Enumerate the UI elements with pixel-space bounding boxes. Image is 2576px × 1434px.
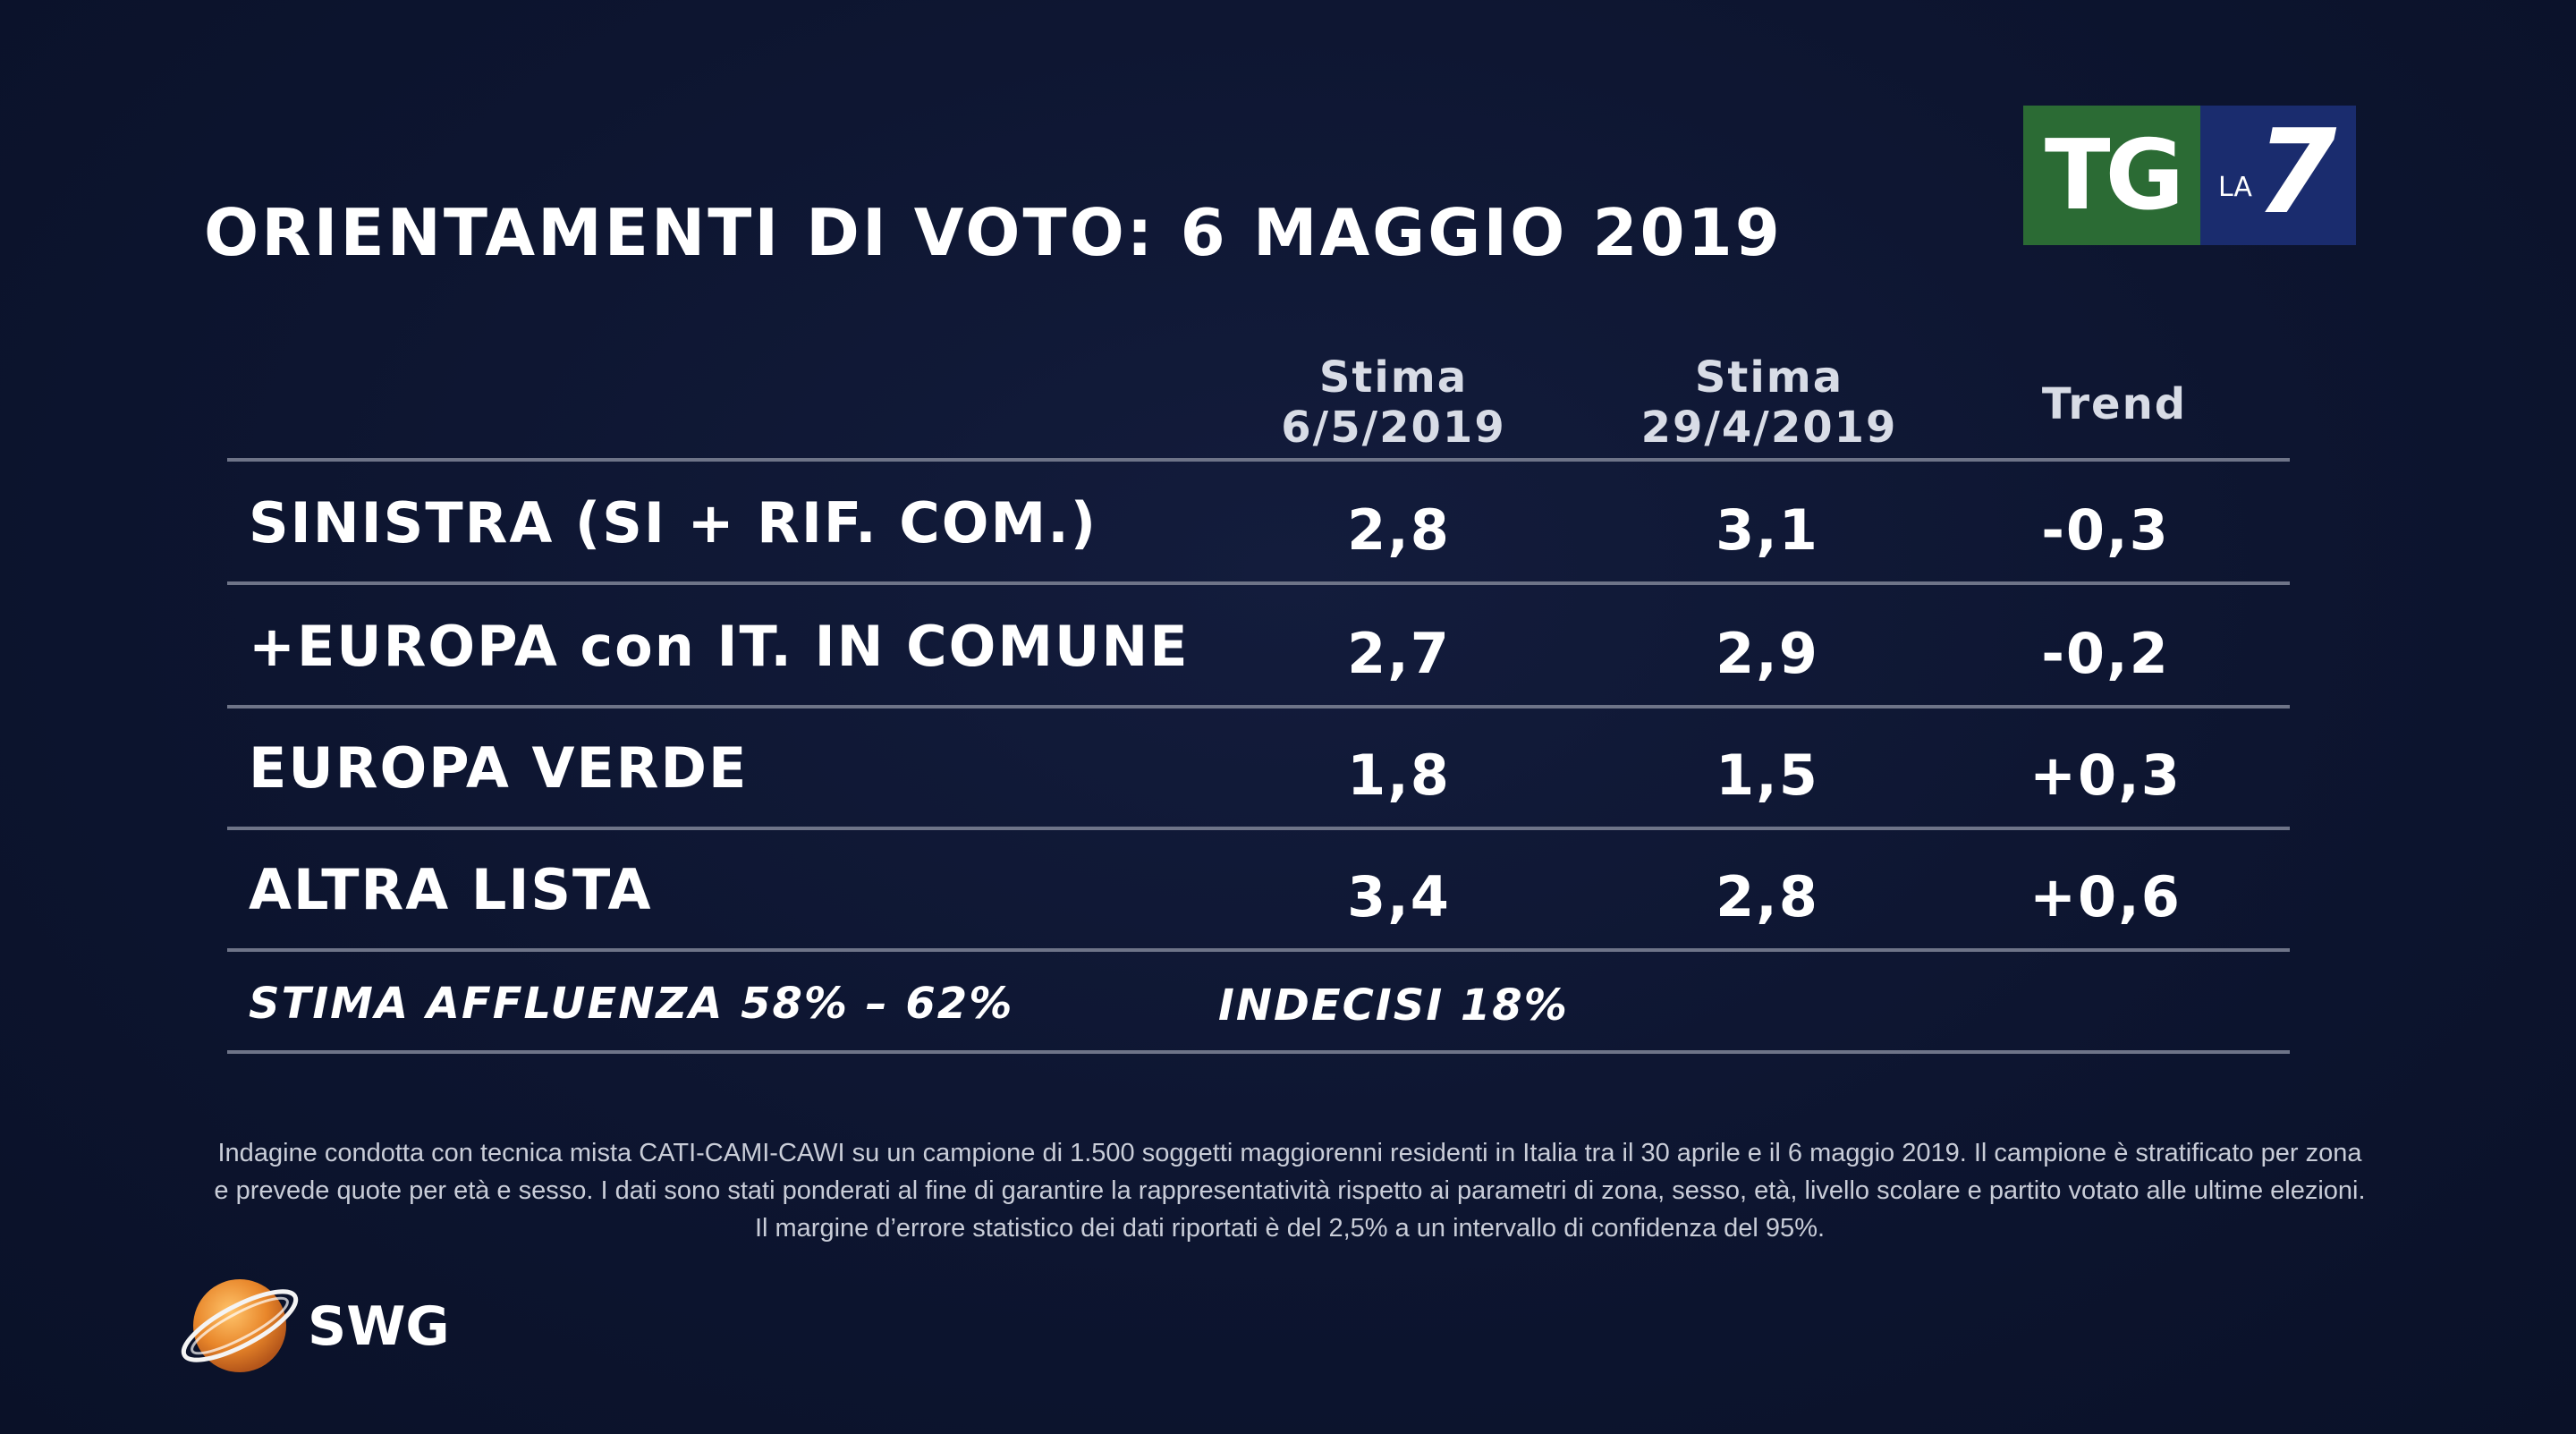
cell-trend: +0,6 bbox=[2029, 864, 2182, 929]
row-label-europa-it-comune: +EUROPA con IT. IN COMUNE bbox=[249, 614, 1190, 679]
row-label-sinistra: SINISTRA (SI + RIF. COM.) bbox=[249, 490, 1098, 556]
cell-stima-6-5: 1,8 bbox=[1347, 742, 1451, 808]
table-rule bbox=[227, 827, 2290, 830]
cell-stima-6-5: 2,8 bbox=[1347, 497, 1451, 563]
row-label-altra-lista: ALTRA LISTA bbox=[249, 857, 653, 922]
tg-la7-logo: TG LA 7 bbox=[2023, 106, 2356, 245]
col-header-line2: 29/4/2019 bbox=[1640, 403, 1898, 453]
cell-stima-29-4: 3,1 bbox=[1716, 497, 1819, 563]
swg-globe-icon bbox=[181, 1279, 299, 1372]
cell-stima-6-5: 3,4 bbox=[1347, 864, 1451, 929]
logo-la7-block: LA 7 bbox=[2200, 106, 2356, 245]
swg-logo: SWG bbox=[170, 1269, 450, 1385]
row-label-europa-verde: EUROPA VERDE bbox=[249, 735, 749, 801]
table-rule bbox=[227, 458, 2290, 462]
col-header-line1: Trend bbox=[2041, 379, 2188, 429]
cell-stima-29-4: 2,8 bbox=[1716, 864, 1819, 929]
col-header-stima-29-4: Stima 29/4/2019 bbox=[1617, 352, 1921, 453]
col-header-trend: Trend bbox=[1980, 379, 2249, 429]
cell-stima-29-4: 1,5 bbox=[1716, 742, 1819, 808]
col-header-line1: Stima bbox=[1318, 352, 1469, 403]
page-title: ORIENTAMENTI DI VOTO: 6 MAGGIO 2019 bbox=[204, 195, 1783, 270]
swg-text: SWG bbox=[308, 1295, 450, 1358]
indecisi: INDECISI 18% bbox=[1218, 980, 1569, 1031]
cell-trend: -0,3 bbox=[2041, 497, 2170, 563]
logo-seven-text: 7 bbox=[2256, 104, 2337, 240]
table-rule bbox=[227, 948, 2290, 952]
table-rule bbox=[227, 581, 2290, 585]
col-header-line1: Stima bbox=[1694, 352, 1844, 403]
cell-stima-6-5: 2,7 bbox=[1347, 621, 1451, 686]
col-header-stima-6-5: Stima 6/5/2019 bbox=[1259, 352, 1528, 453]
table-rule bbox=[227, 1050, 2290, 1054]
stima-affluenza: STIMA AFFLUENZA 58% – 62% bbox=[249, 979, 1014, 1029]
cell-trend: -0,2 bbox=[2041, 621, 2170, 686]
cell-stima-29-4: 2,9 bbox=[1716, 621, 1819, 686]
cell-trend: +0,3 bbox=[2029, 742, 2182, 808]
methodology-note: Indagine condotta con tecnica mista CATI… bbox=[214, 1139, 2366, 1243]
logo-la-text: LA bbox=[2218, 172, 2252, 203]
table-rule bbox=[227, 705, 2290, 709]
logo-tg-text: TG bbox=[2023, 106, 2200, 245]
col-header-line2: 6/5/2019 bbox=[1281, 403, 1506, 453]
